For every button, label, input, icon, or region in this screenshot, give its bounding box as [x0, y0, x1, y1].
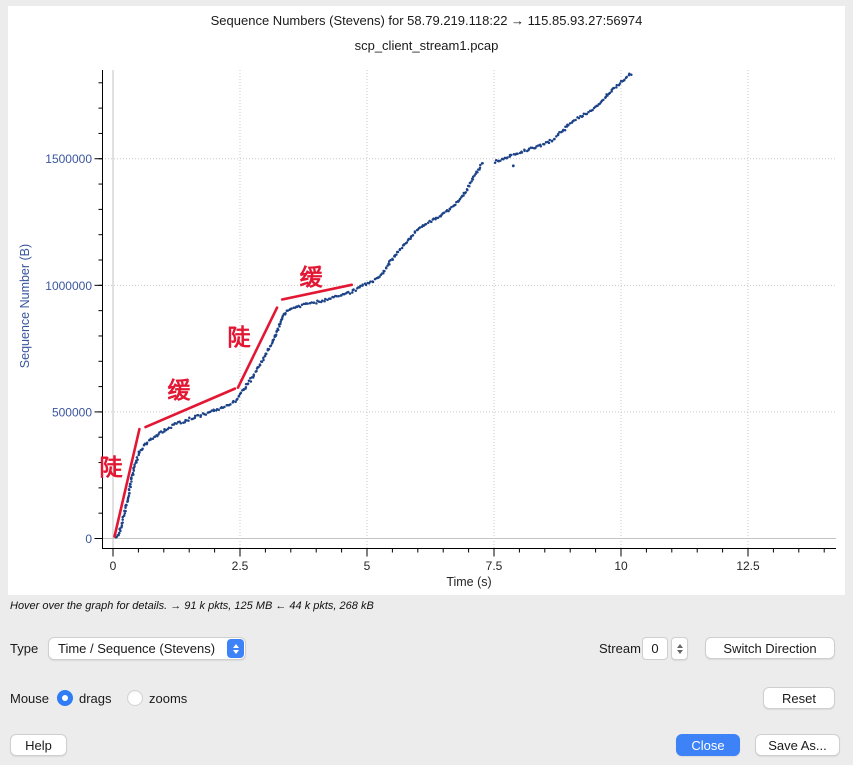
graph-title: Sequence Numbers (Stevens) for 58.79.219… [210, 13, 643, 28]
svg-text:陡: 陡 [99, 454, 123, 480]
switch-direction-button[interactable]: Switch Direction [705, 637, 835, 659]
hint-and-stats-text: Hover over the graph for details. → 91 k… [10, 600, 374, 612]
svg-text:0: 0 [85, 532, 92, 546]
mouse-label: Mouse [10, 691, 50, 706]
chevron-up-icon [232, 643, 239, 648]
graph-type-selected-value: Time / Sequence (Stevens) [58, 641, 216, 656]
svg-text:7.5: 7.5 [486, 559, 503, 573]
svg-text:Time (s): Time (s) [446, 575, 491, 589]
help-button[interactable]: Help [10, 734, 67, 756]
svg-text:Sequence Number (B): Sequence Number (B) [18, 244, 32, 368]
svg-text:10: 10 [614, 559, 628, 573]
svg-text:2.5: 2.5 [232, 559, 249, 573]
type-label: Type [10, 641, 39, 656]
save-as-button[interactable]: Save As... [755, 734, 840, 756]
reset-button[interactable]: Reset [763, 687, 835, 709]
svg-text:缓: 缓 [168, 377, 192, 403]
dropdown-stepper-icon [227, 639, 244, 658]
chevron-down-icon [232, 649, 239, 654]
svg-text:12.5: 12.5 [736, 559, 760, 573]
svg-text:陡: 陡 [227, 324, 251, 350]
mouse-drags-radio-label: drags [79, 691, 112, 706]
stream-number-input[interactable]: 0 [642, 637, 668, 660]
close-button[interactable]: Close [676, 734, 740, 756]
svg-text:1000000: 1000000 [45, 279, 92, 293]
mouse-zooms-radio-label: zooms [149, 691, 188, 706]
svg-text:缓: 缓 [300, 264, 324, 290]
sequence-graph-canvas[interactable]: 0 2.5 5 7.5 10 12.5 0 500000 1000000 1500000 Time … [8, 6, 845, 595]
mouse-drags-radio[interactable] [57, 690, 73, 706]
svg-text:5: 5 [364, 559, 371, 573]
mouse-zooms-radio[interactable] [127, 690, 143, 706]
stream-graph-panel: 0 2.5 5 7.5 10 12.5 0 500000 1000000 1500000 Time … [8, 6, 845, 595]
stepper-down-icon [676, 649, 683, 654]
graph-type-dropdown[interactable]: Time / Sequence (Stevens) [48, 637, 246, 660]
svg-text:0: 0 [110, 559, 117, 573]
svg-text:500000: 500000 [52, 405, 92, 419]
svg-text:1500000: 1500000 [45, 152, 92, 166]
stepper-up-icon [676, 643, 683, 648]
stream-label: Stream [599, 641, 641, 656]
stream-stepper[interactable] [671, 637, 688, 660]
graph-subtitle: scp_client_stream1.pcap [354, 38, 499, 53]
